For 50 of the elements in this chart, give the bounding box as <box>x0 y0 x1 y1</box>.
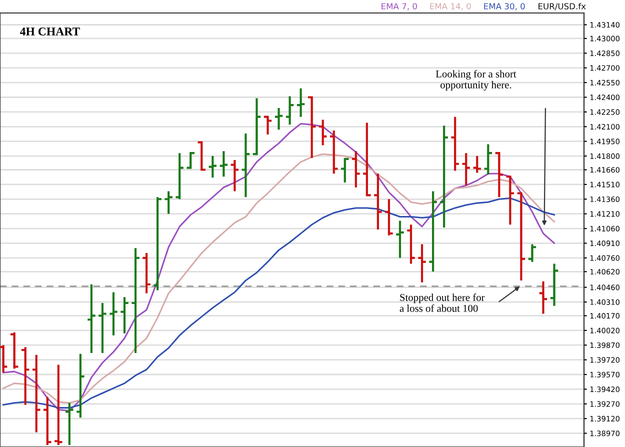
candlestick <box>208 154 218 179</box>
candlestick <box>186 152 196 170</box>
text: 4H CHART <box>20 28 80 36</box>
candlestick <box>538 280 548 315</box>
candlestick <box>108 291 118 336</box>
candlestick <box>240 132 251 198</box>
text: EMA 14, 0 <box>430 3 471 10</box>
candlestick <box>164 190 174 215</box>
text: EMA 7, 0 <box>382 3 417 10</box>
candlestick <box>340 156 350 184</box>
candlestick <box>20 346 30 406</box>
candlestick <box>406 224 416 265</box>
candlestick <box>98 302 108 354</box>
candlestick <box>328 130 339 175</box>
candlestick <box>296 87 306 118</box>
candlestick <box>439 124 449 229</box>
candlestick <box>417 243 427 284</box>
candlestick <box>142 252 152 294</box>
text: EMA 30, 0 <box>484 3 525 10</box>
candlestick <box>483 143 494 176</box>
candlestick <box>373 172 383 231</box>
candlestick <box>54 364 64 446</box>
candlestick <box>549 262 560 307</box>
candlestick <box>527 243 538 263</box>
annotation: Stopped out here for a loss of about 100 <box>400 294 485 312</box>
candlestick <box>395 220 405 259</box>
candlestick <box>318 118 328 146</box>
text: EUR/USD.fx <box>538 2 586 10</box>
candlestick <box>76 352 86 419</box>
candlestick <box>351 150 361 188</box>
candlestick <box>152 196 162 292</box>
candlestick <box>284 95 295 126</box>
candlestick <box>362 122 372 198</box>
candlestick <box>428 190 438 273</box>
candlestick <box>31 354 42 434</box>
candlestick <box>230 158 240 192</box>
candlestick <box>174 152 185 200</box>
candlestick <box>274 106 284 131</box>
candlestick <box>130 247 140 354</box>
candlestick <box>9 331 20 370</box>
candlestick <box>472 154 482 174</box>
candlestick <box>86 283 96 354</box>
candlestick <box>450 116 460 172</box>
candlestick <box>461 152 471 186</box>
annotation: Looking for a short opportunity here. <box>436 70 516 91</box>
candlestick <box>218 150 229 178</box>
candlestick <box>120 296 130 334</box>
candlestick <box>64 402 74 446</box>
candlestick <box>42 396 52 446</box>
candlestick <box>384 198 394 236</box>
